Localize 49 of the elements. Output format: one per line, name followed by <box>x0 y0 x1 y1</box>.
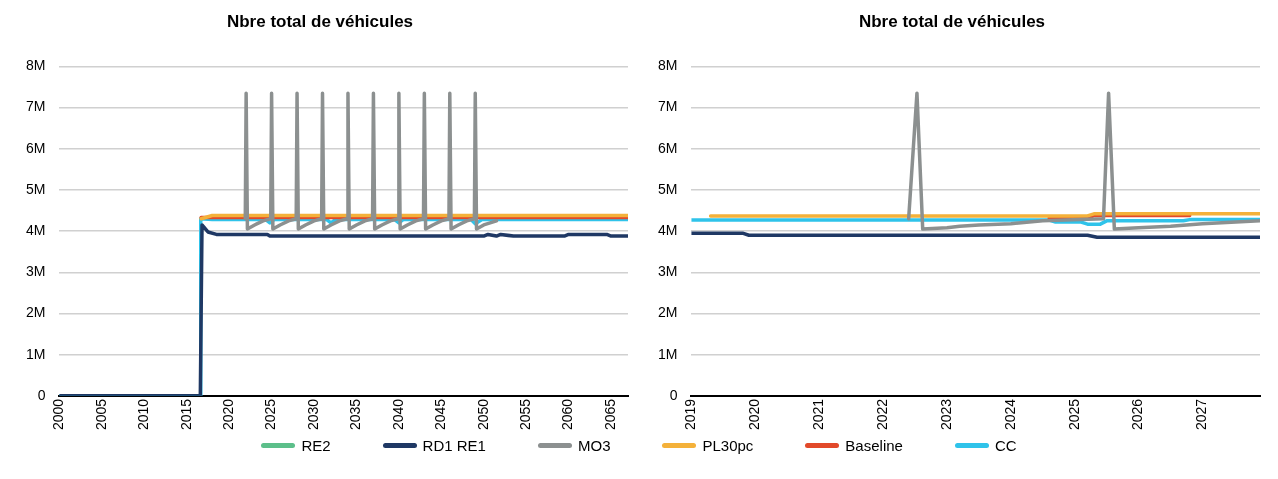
x-tick-label: 2025 <box>262 398 279 431</box>
x-tick-label: 2010 <box>135 398 152 431</box>
legend-label: PL30pc <box>702 437 754 454</box>
y-tick-label: 5M <box>26 180 46 197</box>
y-tick-label: 4M <box>26 221 46 238</box>
x-tick-label: 2005 <box>92 398 109 431</box>
x-tick-label: 2015 <box>177 398 194 431</box>
chart-title: Nbre total de véhicules <box>858 11 1046 31</box>
y-tick-label: 4M <box>658 221 678 238</box>
y-tick-label: 3M <box>658 263 678 280</box>
x-tick-label: 2065 <box>601 398 618 431</box>
x-tick-label: 2027 <box>1193 398 1210 431</box>
x-tick-label: 2019 <box>682 398 699 431</box>
x-tick-label: 2026 <box>1129 398 1146 431</box>
x-tick-label: 2050 <box>474 398 491 431</box>
legend-label: RE2 <box>301 437 331 454</box>
x-tick-label: 2030 <box>304 398 321 431</box>
legend-label: RD1 RE1 <box>422 437 486 454</box>
legend-label: MO3 <box>577 437 611 454</box>
y-tick-label: 7M <box>26 98 46 115</box>
x-tick-label: 2035 <box>347 398 364 431</box>
y-tick-label: 3M <box>26 263 46 280</box>
y-tick-label: 2M <box>658 304 678 321</box>
y-tick-label: 0 <box>669 386 678 403</box>
y-tick-label: 6M <box>658 139 678 156</box>
x-tick-label: 2045 <box>432 398 449 431</box>
x-tick-label: 2055 <box>517 398 534 431</box>
x-tick-label: 2020 <box>220 398 237 431</box>
x-tick-label: 2020 <box>746 398 763 431</box>
y-tick-label: 1M <box>658 345 678 362</box>
x-tick-label: 2024 <box>1001 398 1018 431</box>
x-tick-label: 2023 <box>937 398 954 431</box>
legend-label: CC <box>994 437 1017 454</box>
x-tick-label: 2025 <box>1065 398 1082 431</box>
chart-title: Nbre total de véhicules <box>226 11 414 31</box>
y-tick-label: 2M <box>26 304 46 321</box>
x-tick-label: 2000 <box>50 398 67 431</box>
y-tick-label: 0 <box>37 386 46 403</box>
y-tick-label: 1M <box>26 345 46 362</box>
y-tick-label: 8M <box>26 57 46 74</box>
x-tick-label: 2021 <box>810 398 827 431</box>
y-tick-label: 7M <box>658 98 678 115</box>
x-tick-label: 2040 <box>389 398 406 431</box>
y-tick-label: 6M <box>26 139 46 156</box>
x-tick-label: 2022 <box>873 398 890 431</box>
y-tick-label: 8M <box>658 57 678 74</box>
legend-label: Baseline <box>845 437 903 454</box>
x-tick-label: 2060 <box>559 398 576 431</box>
y-tick-label: 5M <box>658 180 678 197</box>
